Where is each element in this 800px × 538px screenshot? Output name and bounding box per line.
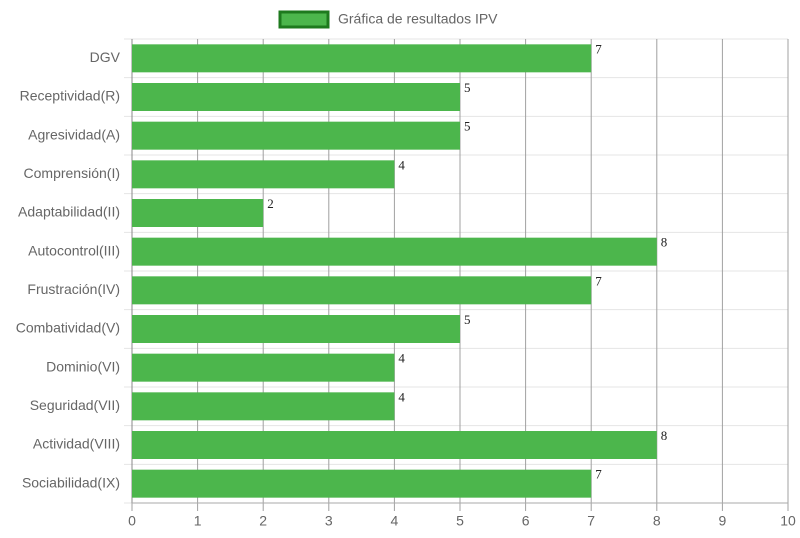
value-label: 4 (398, 389, 405, 404)
y-tick-label: Actividad(VIII) (33, 436, 120, 452)
value-label: 4 (398, 351, 405, 366)
value-label: 5 (464, 312, 471, 327)
bar (132, 353, 395, 382)
value-label: 7 (595, 273, 602, 288)
y-tick-label: Comprensión(I) (24, 165, 120, 181)
y-tick-label: Frustración(IV) (27, 281, 120, 297)
value-label: 7 (595, 467, 602, 482)
value-label: 4 (398, 157, 405, 172)
x-tick-label: 2 (259, 513, 267, 529)
x-tick-label: 1 (194, 513, 202, 529)
x-tick-label: 9 (719, 513, 727, 529)
value-label: 7 (595, 41, 602, 56)
bar (132, 83, 460, 111)
bar (132, 44, 592, 73)
x-tick-label: 6 (522, 513, 530, 529)
value-label: 8 (661, 428, 668, 443)
legend-label: Gráfica de resultados IPV (338, 11, 498, 27)
x-tick-label: 0 (128, 513, 136, 529)
y-tick-label: Dominio(VI) (46, 358, 120, 374)
y-tick-label: Receptividad(R) (20, 88, 120, 104)
x-tick-label: 4 (391, 513, 399, 529)
legend-swatch (278, 10, 330, 29)
x-tick-label: 8 (653, 513, 661, 529)
bar (132, 392, 395, 421)
bar (132, 121, 460, 150)
bar (132, 315, 460, 343)
bar (132, 276, 592, 305)
value-label: 5 (464, 119, 471, 134)
bar (132, 431, 657, 459)
y-tick-label: Agresividad(A) (28, 126, 120, 142)
x-tick-label: 3 (325, 513, 333, 529)
y-tick-label: Autocontrol(III) (28, 242, 120, 258)
y-tick-label: Adaptabilidad(II) (18, 204, 120, 220)
y-tick-label: Sociabilidad(IX) (22, 474, 120, 490)
value-label: 5 (464, 80, 471, 95)
y-tick-label: DGV (90, 49, 121, 65)
y-tick-label: Seguridad(VII) (30, 397, 120, 413)
x-tick-label: 10 (780, 513, 796, 529)
bar (132, 237, 657, 266)
x-tick-label: 7 (587, 513, 595, 529)
value-label: 8 (661, 235, 668, 250)
y-tick-label: Combatividad(V) (16, 320, 120, 336)
bar (132, 199, 264, 227)
x-tick-label: 5 (456, 513, 464, 529)
bar (132, 160, 395, 189)
value-label: 2 (267, 196, 274, 211)
bar (132, 469, 592, 498)
